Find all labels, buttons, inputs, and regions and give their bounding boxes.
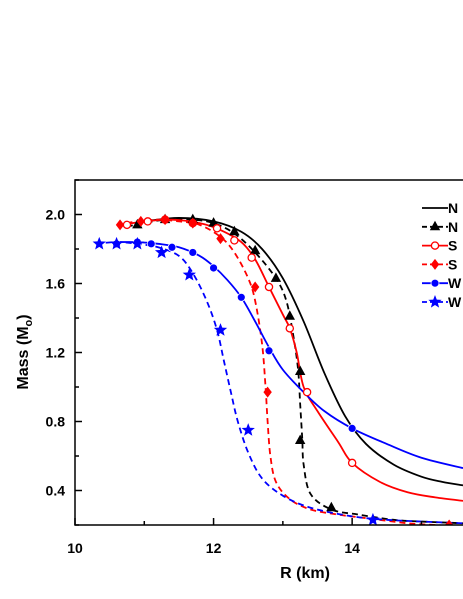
series-3-point	[122, 220, 132, 230]
legend-swatch-marker	[428, 295, 442, 308]
y-tick-label: 2.0	[46, 207, 66, 223]
series-2-point	[294, 434, 306, 444]
series-4-line	[116, 218, 450, 525]
y-tick-label: 1.2	[46, 345, 66, 361]
series-6-point	[182, 267, 196, 281]
series-6-line	[95, 241, 463, 525]
legend-label: N	[448, 219, 458, 235]
series-3-point	[212, 224, 222, 233]
series-5-point	[264, 346, 274, 356]
series-2-point	[326, 501, 337, 512]
series-markers	[92, 213, 454, 525]
series-2-point	[229, 225, 240, 236]
y-axis-title-subscript: o	[23, 319, 35, 326]
series-4-point	[115, 219, 125, 231]
series-5-point	[188, 248, 198, 257]
series-1-line	[144, 217, 463, 487]
x-axis-title: R (km)	[280, 565, 330, 582]
series-2-point	[132, 218, 143, 229]
y-axis-title-main: Mass (M	[15, 326, 32, 389]
legend-swatch-marker	[430, 258, 440, 270]
series-3-point	[264, 282, 274, 292]
series-4-point	[188, 217, 197, 229]
series-5-point	[347, 423, 357, 433]
series-5-point	[209, 263, 218, 273]
y-axis-title-close: )	[15, 314, 32, 319]
legend-label: S	[448, 256, 457, 272]
y-axis-title: Mass (Mo)	[15, 314, 35, 389]
x-tick-label: 14	[344, 540, 360, 556]
y-tick-label: 0.8	[46, 414, 66, 430]
series-5-point	[167, 242, 177, 252]
series-2-point	[270, 272, 282, 282]
series-4-point	[136, 215, 146, 227]
series-4-point	[250, 281, 260, 293]
legend-label: W	[448, 275, 462, 291]
series-4-point	[216, 233, 225, 245]
legend-swatch-marker	[429, 220, 441, 231]
axis-ticks: 10 12 14 0.4 0.8 1.2 1.6 2.0	[46, 179, 423, 556]
series-2-line	[126, 218, 463, 525]
series-3-line	[123, 218, 463, 502]
series-3-point	[285, 324, 295, 333]
y-tick-label: 0.4	[46, 483, 66, 499]
series-4-point	[160, 214, 170, 226]
series-3-point	[347, 458, 357, 468]
series-3-point	[143, 217, 152, 226]
series-5-line	[116, 241, 463, 469]
legend-label: S	[448, 238, 457, 254]
series-5-point	[146, 239, 156, 249]
x-tick-label: 12	[206, 540, 222, 556]
series-2-point	[284, 310, 295, 320]
series-lines	[95, 217, 463, 525]
legend-label: W	[448, 294, 462, 310]
x-tick-label: 10	[67, 540, 83, 556]
series-6-point	[109, 236, 124, 250]
series-3-point	[302, 387, 312, 397]
series-2-point	[294, 365, 306, 375]
series-6-point	[92, 236, 106, 250]
y-tick-label: 1.6	[46, 276, 66, 292]
legend-swatch-marker	[430, 278, 440, 288]
legend-swatch-marker	[430, 241, 440, 250]
series-6-point	[154, 245, 169, 259]
series-3-point	[230, 236, 239, 245]
series-2-point	[249, 244, 261, 255]
series-5-point	[236, 292, 246, 302]
series-6-point	[130, 236, 145, 250]
series-3-point	[247, 253, 256, 262]
series-6-point	[241, 423, 255, 436]
series-6-point	[213, 323, 228, 336]
series-4-point	[444, 519, 454, 525]
legend-label: N	[448, 200, 458, 216]
series-6-point	[366, 512, 380, 525]
series-4-point	[263, 386, 272, 398]
